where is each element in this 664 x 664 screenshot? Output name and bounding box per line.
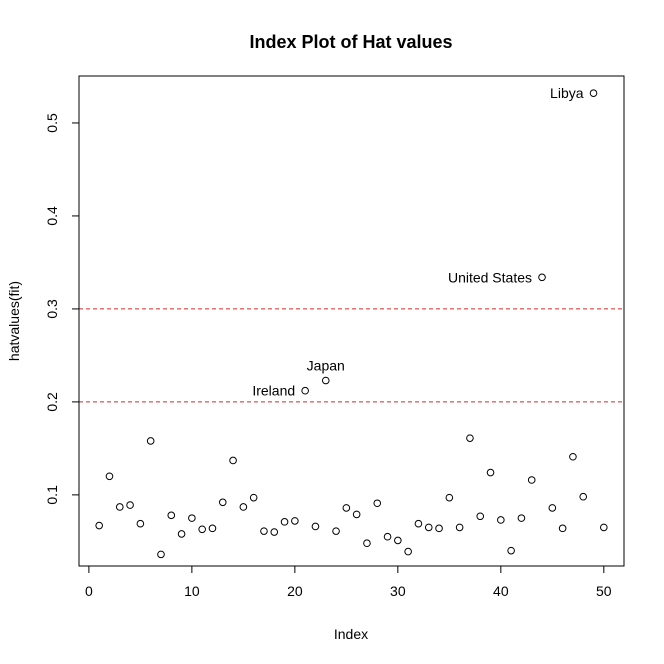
- chart-title: Index Plot of Hat values: [249, 32, 452, 52]
- data-point: [455, 523, 464, 532]
- data-point: [218, 498, 227, 507]
- y-tick-label: 0.3: [44, 299, 60, 319]
- data-point: [373, 499, 382, 508]
- data-point: [497, 516, 505, 524]
- data-point: [538, 273, 546, 282]
- data-point: [229, 456, 237, 465]
- x-tick-label: 30: [390, 583, 406, 599]
- y-tick-label: 0.4: [44, 206, 60, 226]
- point-label: Ireland: [252, 383, 295, 399]
- data-point: [517, 514, 526, 522]
- data-point: [394, 536, 402, 545]
- data-point: [600, 523, 608, 532]
- x-tick-label: 50: [596, 583, 612, 599]
- data-point: [569, 452, 577, 461]
- data-point: [466, 434, 474, 442]
- data-point: [280, 518, 289, 526]
- data-point: [167, 511, 176, 520]
- data-point: [260, 527, 268, 535]
- data-point: [291, 517, 299, 525]
- x-tick-label: 40: [493, 583, 509, 599]
- x-axis: 0 10 20 30 40 50: [85, 565, 612, 599]
- threshold-lines: [79, 308, 624, 403]
- x-tick-label: 10: [184, 583, 200, 599]
- data-point: [239, 503, 248, 511]
- data-point: [507, 546, 515, 555]
- x-tick-label: 0: [85, 583, 93, 599]
- data-point: [342, 504, 351, 512]
- point-annotations: Libya United States Japan Ireland: [252, 85, 583, 399]
- data-point: [332, 527, 340, 535]
- y-tick-label: 0.5: [44, 113, 60, 133]
- point-label: Japan: [307, 358, 345, 374]
- data-point: [486, 468, 495, 477]
- data-point: [177, 530, 186, 538]
- data-point: [249, 493, 258, 502]
- y-axis-label: hatvalues(fit): [6, 281, 22, 361]
- data-point: [126, 501, 134, 509]
- plot-frame: [78, 75, 625, 567]
- data-point: [208, 524, 217, 533]
- point-label: United States: [448, 269, 532, 285]
- data-point: [383, 532, 392, 541]
- data-point: [548, 504, 557, 512]
- data-point: [527, 476, 536, 484]
- point-label: Libya: [550, 85, 584, 101]
- data-point: [321, 376, 330, 385]
- data-point: [136, 519, 145, 528]
- data-point: [188, 514, 196, 522]
- data-point: [476, 512, 485, 521]
- data-point: [105, 472, 114, 481]
- data-point: [589, 89, 598, 98]
- data-point: [311, 522, 320, 531]
- data-point: [435, 524, 443, 533]
- data-point: [301, 386, 309, 395]
- data-points: [95, 89, 608, 559]
- x-axis-label: Index: [334, 626, 368, 642]
- data-point: [558, 524, 567, 533]
- data-point: [198, 525, 206, 534]
- data-point: [115, 503, 124, 511]
- data-point: [404, 547, 412, 556]
- data-point: [146, 437, 155, 445]
- y-axis: 0.1 0.2 0.3 0.4 0.5: [44, 113, 80, 505]
- data-point: [579, 492, 588, 501]
- data-point: [157, 550, 165, 559]
- y-tick-label: 0.1: [44, 485, 60, 505]
- data-point: [414, 519, 423, 528]
- data-point: [270, 528, 279, 536]
- data-point: [445, 493, 454, 502]
- y-tick-label: 0.2: [44, 392, 60, 412]
- data-point: [424, 523, 433, 532]
- x-tick-label: 20: [287, 583, 303, 599]
- data-point: [352, 510, 361, 519]
- data-point: [363, 539, 371, 548]
- data-point: [95, 521, 103, 530]
